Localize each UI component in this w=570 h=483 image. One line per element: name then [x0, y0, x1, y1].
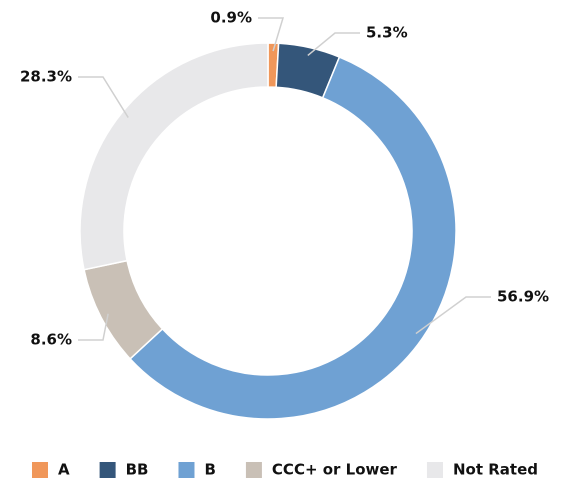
leader-line: [307, 32, 360, 57]
legend-swatch: [245, 462, 262, 478]
donut-slice: [129, 56, 457, 420]
legend-swatch: [32, 462, 48, 478]
legend-swatch: [178, 462, 195, 478]
donut-slice: [79, 42, 269, 271]
legend-label: CCC+ or Lower: [272, 461, 398, 479]
data-label: 56.9%: [497, 288, 549, 306]
leader-line: [78, 313, 109, 341]
data-label: 5.3%: [366, 24, 408, 42]
data-label: 0.9%: [210, 9, 252, 27]
leader-line: [258, 17, 285, 52]
legend-label: Not Rated: [453, 461, 538, 479]
legend-swatch: [426, 462, 443, 478]
legend-label: A: [58, 461, 70, 479]
legend-swatch: [99, 462, 116, 478]
data-label: 8.6%: [30, 331, 72, 349]
leader-line: [415, 296, 491, 335]
legend-label: B: [204, 461, 215, 479]
legend-label: BB: [126, 461, 149, 479]
data-label: 28.3%: [20, 68, 72, 86]
leader-line: [78, 76, 129, 118]
